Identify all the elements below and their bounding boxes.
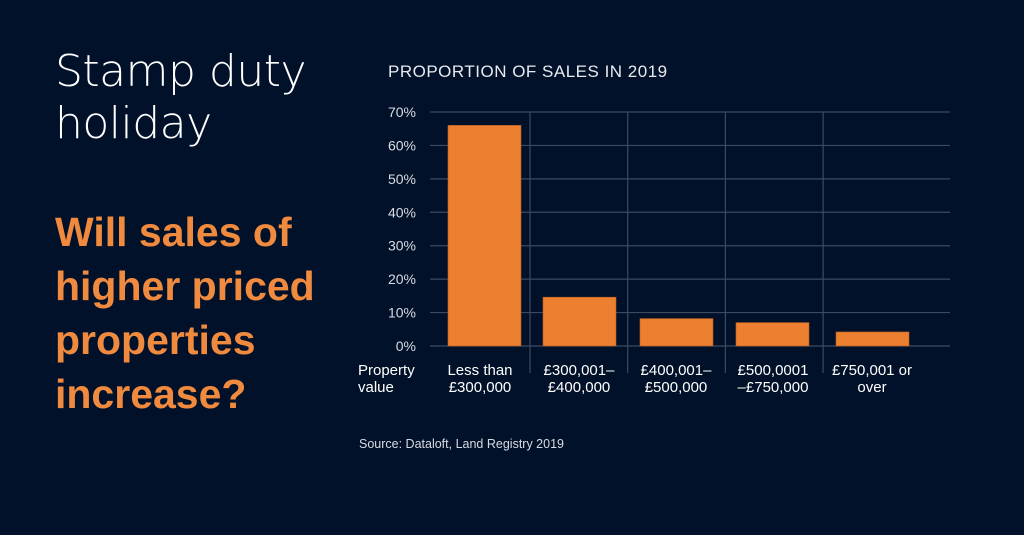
x-axis-label: value xyxy=(358,379,394,396)
x-tick-label: –£750,000 xyxy=(738,379,809,396)
bar xyxy=(542,296,617,347)
x-tick-label: £400,000 xyxy=(548,379,611,396)
bar xyxy=(447,125,522,347)
x-axis-label: Property xyxy=(358,362,415,379)
chart-title: PROPORTION OF SALES IN 2019 xyxy=(388,62,668,81)
y-tick-label: 0% xyxy=(396,338,416,354)
question-line: higher priced xyxy=(55,263,315,309)
y-tick-label: 10% xyxy=(388,305,416,321)
x-tick-label: £500,0001 xyxy=(738,362,809,379)
y-tick-label: 60% xyxy=(388,137,416,153)
x-tick-label: Less than xyxy=(447,362,512,379)
bar xyxy=(735,322,810,347)
headline-title-line: holiday xyxy=(55,98,212,149)
y-axis-ticks: 0% 10% 20% 30% 40% 50% 60% 70% xyxy=(388,104,416,354)
headline-title-line: Stamp duty xyxy=(55,46,307,97)
x-tick-label: £750,001 or xyxy=(832,362,912,379)
bar xyxy=(835,331,910,347)
x-axis-labels: Less than£300,000 £300,001–£400,000 £400,0… xyxy=(358,362,912,396)
headline-question: Will sales of higher priced properties i… xyxy=(55,205,355,421)
question-line: properties xyxy=(55,317,256,363)
x-tick-label: £400,001– xyxy=(641,362,713,379)
y-tick-label: 50% xyxy=(388,171,416,187)
y-tick-label: 20% xyxy=(388,271,416,287)
x-tick-label: over xyxy=(857,379,886,396)
bar xyxy=(639,318,714,347)
source-note: Source: Dataloft, Land Registry 2019 xyxy=(359,437,564,451)
x-tick-label: £300,001– xyxy=(544,362,616,379)
chart-bars xyxy=(447,125,910,347)
x-tick-label: £300,000 xyxy=(449,379,512,396)
y-tick-label: 70% xyxy=(388,104,416,120)
y-tick-label: 30% xyxy=(388,238,416,254)
x-tick-label: £500,000 xyxy=(645,379,708,396)
y-tick-label: 40% xyxy=(388,204,416,220)
headline-title: Stamp duty holiday xyxy=(55,46,307,150)
question-line: increase? xyxy=(55,371,247,417)
question-line: Will sales of xyxy=(55,209,292,255)
